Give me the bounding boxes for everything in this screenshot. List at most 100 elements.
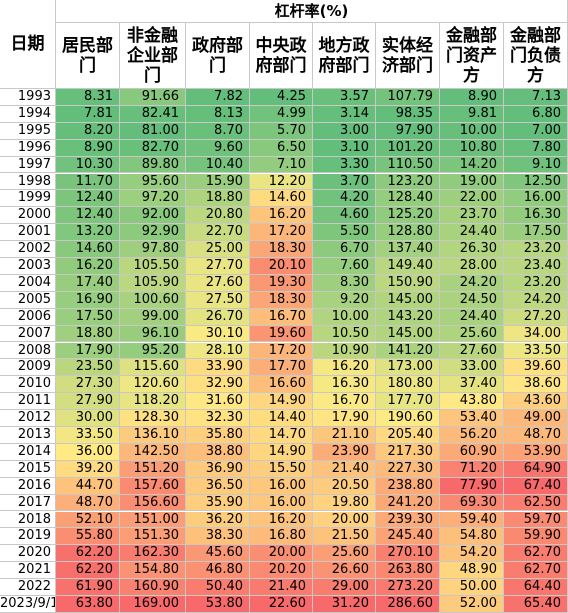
data-cell: 20.00 xyxy=(313,511,376,529)
data-cell: 62.70 xyxy=(504,545,568,563)
data-cell: 9.81 xyxy=(440,105,504,123)
data-cell: 16.20 xyxy=(250,511,313,529)
row-year-label: 2007 xyxy=(0,325,56,343)
data-cell: 5.70 xyxy=(250,122,313,140)
data-cell: 14.70 xyxy=(250,427,313,444)
data-cell: 95.60 xyxy=(120,173,186,191)
data-cell: 97.90 xyxy=(376,122,440,140)
data-cell: 95.20 xyxy=(120,342,186,360)
data-cell: 16.00 xyxy=(504,190,568,208)
row-year-label: 2010 xyxy=(0,376,56,394)
data-cell: 162.30 xyxy=(120,545,186,563)
row-year-label: 2009 xyxy=(0,359,56,377)
data-cell: 34.00 xyxy=(504,325,568,343)
data-cell: 24.20 xyxy=(440,274,504,292)
data-cell: 52.00 xyxy=(440,596,504,613)
column-header: 地方政府部门 xyxy=(313,23,376,89)
data-cell: 16.30 xyxy=(313,376,376,394)
data-cell: 7.60 xyxy=(313,258,376,275)
data-cell: 17.40 xyxy=(56,274,120,292)
data-cell: 105.50 xyxy=(120,258,186,275)
data-cell: 263.80 xyxy=(376,562,440,580)
data-cell: 14.90 xyxy=(250,393,313,411)
data-cell: 10.00 xyxy=(313,308,376,326)
data-cell: 19.80 xyxy=(313,494,376,512)
data-cell: 36.90 xyxy=(186,460,250,478)
data-cell: 8.20 xyxy=(56,122,120,140)
data-cell: 48.70 xyxy=(56,494,120,512)
data-cell: 56.20 xyxy=(440,427,504,444)
data-cell: 81.00 xyxy=(120,122,186,140)
data-cell: 16.20 xyxy=(250,207,313,225)
data-cell: 46.80 xyxy=(186,562,250,580)
data-cell: 7.13 xyxy=(504,89,568,106)
data-cell: 20.80 xyxy=(186,207,250,225)
column-header: 中央政府部门 xyxy=(250,23,313,89)
data-cell: 7.82 xyxy=(186,89,250,106)
data-cell: 107.79 xyxy=(376,89,440,106)
data-cell: 21.40 xyxy=(313,460,376,478)
row-year-label: 2016 xyxy=(0,477,56,495)
data-cell: 17.50 xyxy=(504,224,568,242)
data-cell: 286.60 xyxy=(376,596,440,613)
data-cell: 22.70 xyxy=(186,224,250,242)
data-cell: 39.20 xyxy=(56,460,120,478)
row-year-label: 2019 xyxy=(0,528,56,546)
row-year-label: 2011 xyxy=(0,393,56,411)
data-cell: 16.20 xyxy=(313,359,376,377)
data-cell: 7.00 xyxy=(504,122,568,140)
data-cell: 10.90 xyxy=(313,342,376,360)
data-cell: 190.60 xyxy=(376,410,440,427)
row-year-label: 2005 xyxy=(0,291,56,309)
data-cell: 48.90 xyxy=(440,562,504,580)
data-cell: 20.50 xyxy=(313,477,376,495)
data-cell: 9.10 xyxy=(504,156,568,174)
data-cell: 5.50 xyxy=(313,224,376,242)
data-cell: 238.80 xyxy=(376,477,440,495)
data-cell: 16.00 xyxy=(250,494,313,512)
data-cell: 22.00 xyxy=(440,190,504,208)
data-cell: 9.20 xyxy=(313,291,376,309)
data-cell: 33.90 xyxy=(186,359,250,377)
data-cell: 26.70 xyxy=(186,308,250,326)
data-cell: 156.60 xyxy=(120,494,186,512)
data-cell: 4.25 xyxy=(250,89,313,106)
data-cell: 18.80 xyxy=(56,325,120,343)
data-cell: 18.30 xyxy=(250,241,313,258)
row-year-label: 2022 xyxy=(0,579,56,596)
data-cell: 31.60 xyxy=(186,393,250,411)
data-cell: 39.60 xyxy=(504,359,568,377)
data-cell: 18.80 xyxy=(186,190,250,208)
data-cell: 173.00 xyxy=(376,359,440,377)
data-cell: 123.20 xyxy=(376,173,440,191)
row-year-label: 2001 xyxy=(0,224,56,242)
data-cell: 15.90 xyxy=(186,173,250,191)
data-cell: 62.50 xyxy=(504,494,568,512)
data-cell: 99.00 xyxy=(120,308,186,326)
data-cell: 245.40 xyxy=(376,528,440,546)
data-cell: 16.30 xyxy=(504,207,568,225)
data-cell: 36.00 xyxy=(56,443,120,461)
data-cell: 239.30 xyxy=(376,511,440,529)
data-cell: 53.90 xyxy=(504,443,568,461)
data-cell: 12.40 xyxy=(56,190,120,208)
data-cell: 64.40 xyxy=(504,579,568,596)
data-cell: 50.40 xyxy=(186,579,250,596)
data-cell: 20.20 xyxy=(250,562,313,580)
data-cell: 64.90 xyxy=(504,460,568,478)
data-cell: 67.40 xyxy=(504,477,568,495)
data-cell: 125.20 xyxy=(376,207,440,225)
data-cell: 96.10 xyxy=(120,325,186,343)
data-cell: 19.30 xyxy=(250,274,313,292)
data-cell: 118.20 xyxy=(120,393,186,411)
data-cell: 43.80 xyxy=(440,393,504,411)
data-cell: 71.20 xyxy=(440,460,504,478)
column-header: 实体经济部门 xyxy=(376,23,440,89)
data-cell: 227.30 xyxy=(376,460,440,478)
data-cell: 16.70 xyxy=(313,393,376,411)
data-cell: 10.00 xyxy=(440,122,504,140)
table-title: 杠杆率(%) xyxy=(56,0,568,23)
data-cell: 8.13 xyxy=(186,105,250,123)
data-cell: 27.30 xyxy=(56,376,120,394)
data-cell: 205.40 xyxy=(376,427,440,444)
